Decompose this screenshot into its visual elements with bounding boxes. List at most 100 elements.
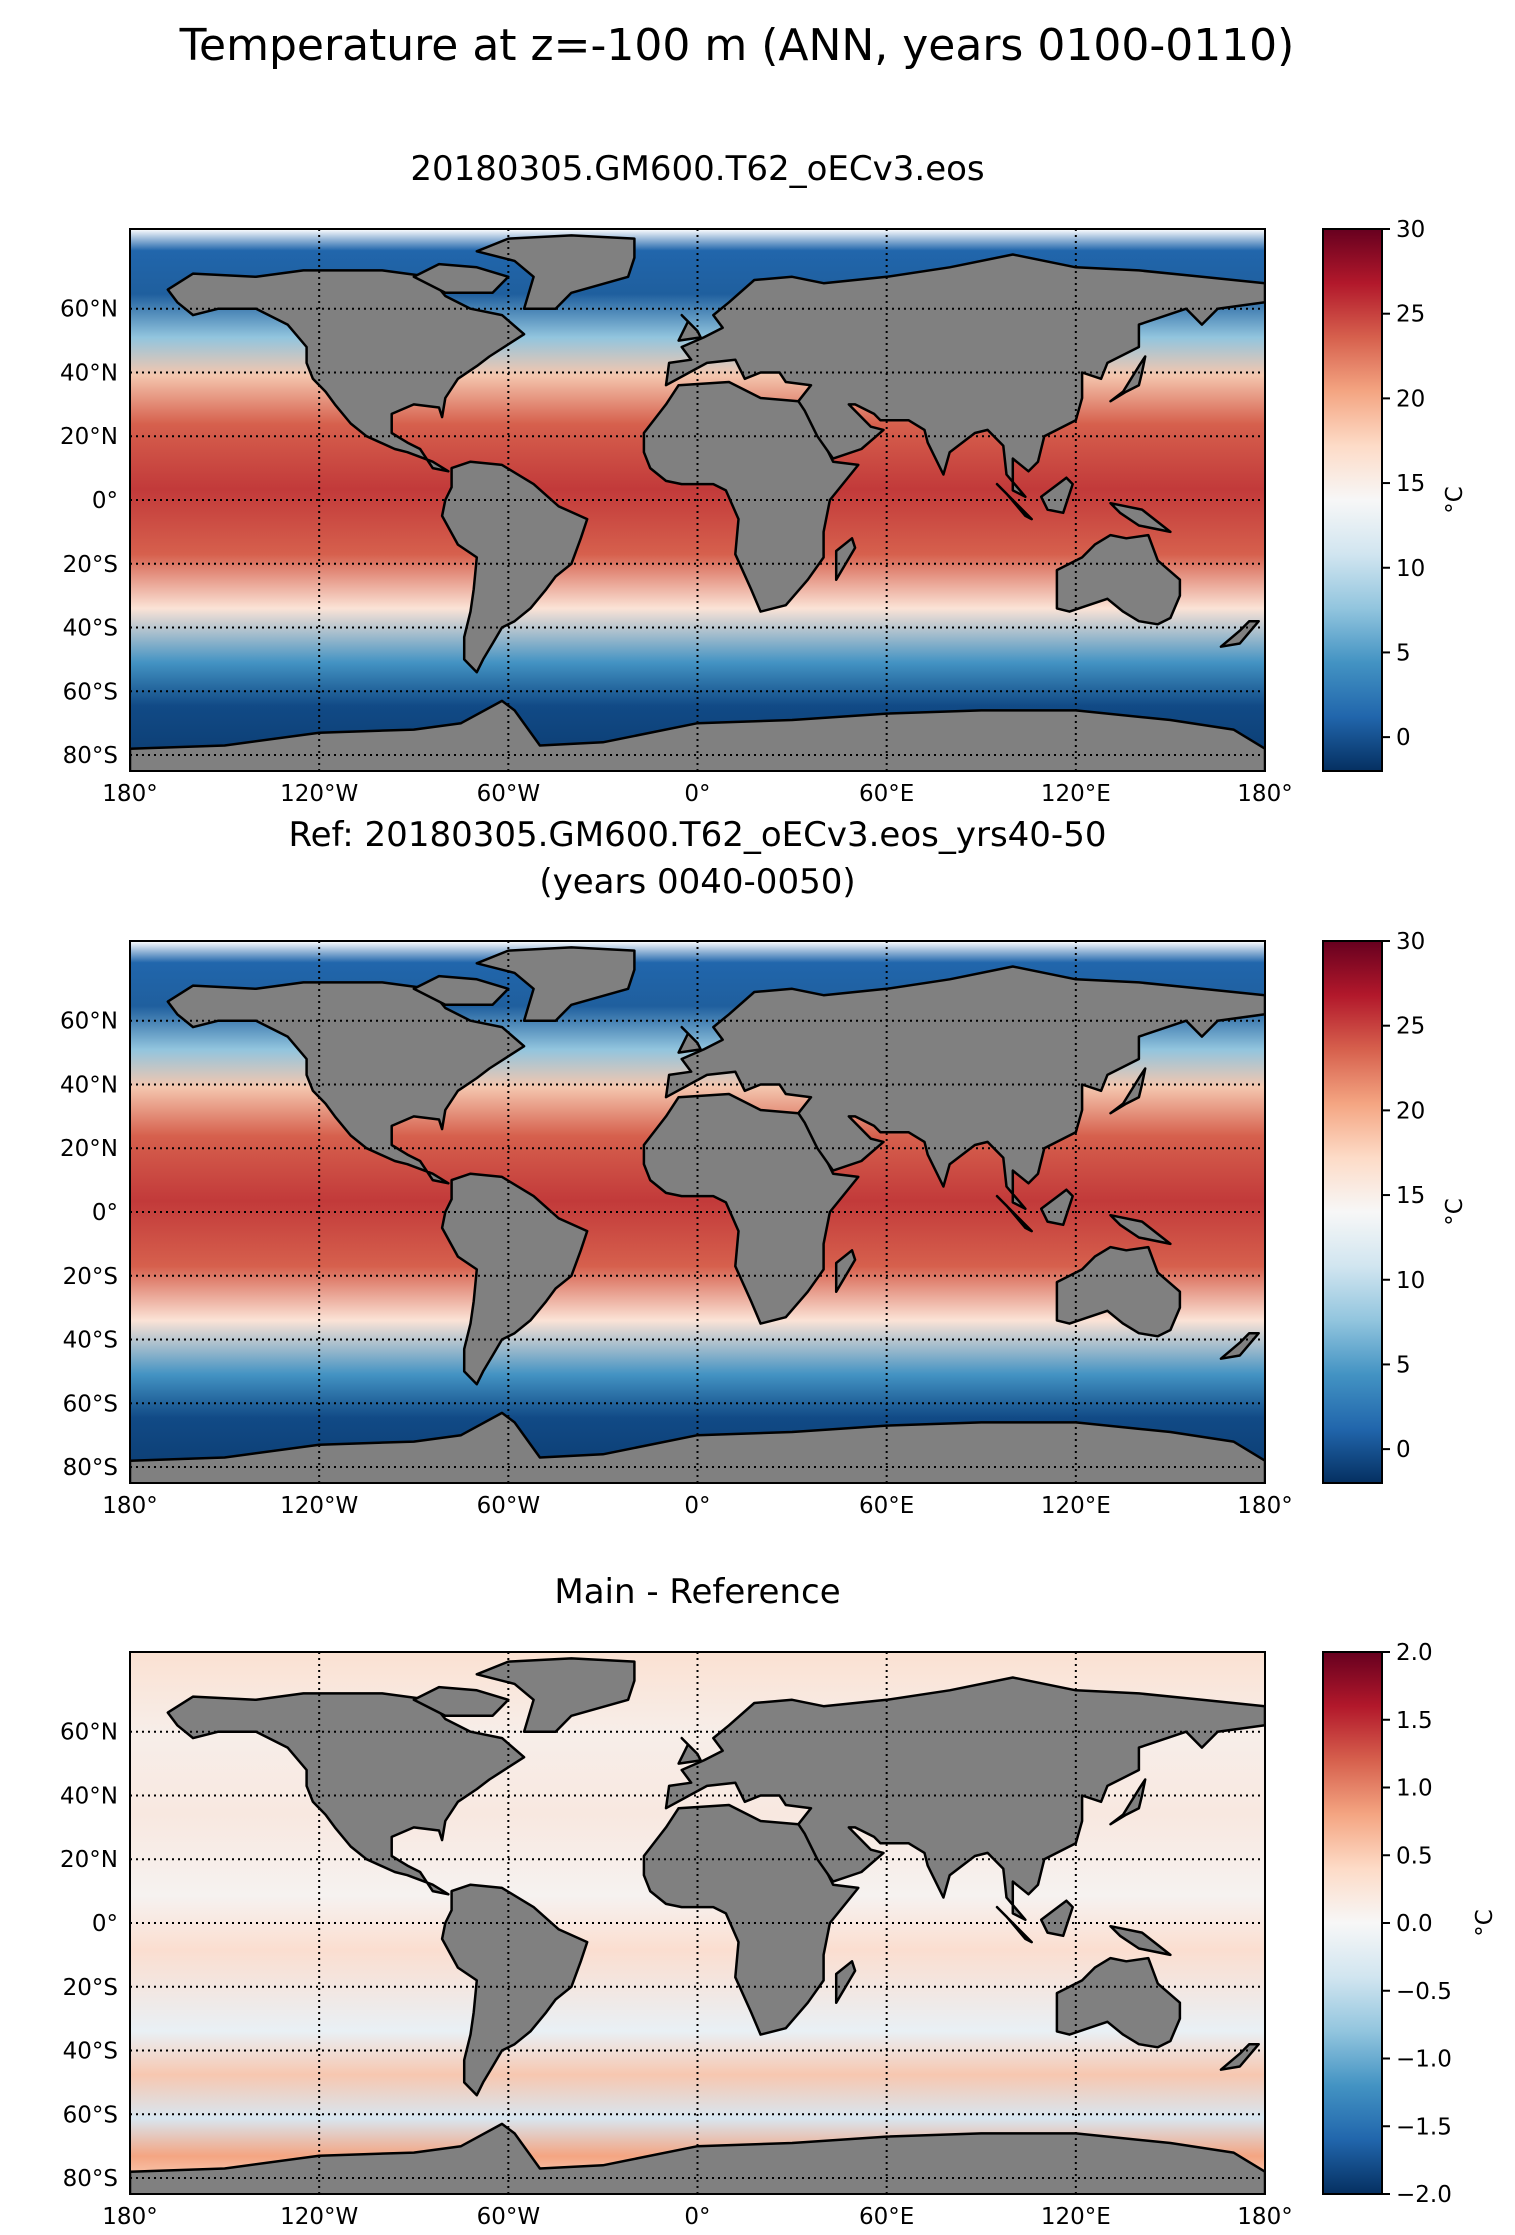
land-mass — [1055, 533, 1182, 626]
y-tick-label: 40°S — [63, 1328, 118, 1354]
land-mass — [1109, 1778, 1147, 1826]
land-mass — [1109, 355, 1147, 403]
land-mass — [1039, 476, 1074, 515]
y-tick-label: 20°S — [63, 552, 118, 578]
colorbar-tick-label: 0 — [1396, 725, 1411, 751]
land-mass — [130, 1411, 1265, 1483]
panel-title: Main - Reference — [554, 1572, 840, 1612]
y-tick-label: 80°S — [63, 2166, 118, 2192]
land-mass — [130, 2122, 1265, 2194]
colorbar-tick-label: 0.0 — [1396, 1911, 1433, 1937]
land-mass — [1219, 2042, 1260, 2071]
colorbar-tick-label: −1.5 — [1396, 2114, 1452, 2140]
map-frame — [129, 1651, 1266, 2195]
x-tick-label: 60°W — [477, 781, 541, 807]
map-area — [130, 229, 1265, 771]
land-mass — [1039, 1899, 1074, 1938]
x-tick-label: 60°E — [859, 781, 914, 807]
x-tick-label: 120°E — [1041, 2204, 1111, 2230]
land-mass — [834, 537, 857, 581]
land-mass — [1109, 1213, 1172, 1246]
land-mass — [1109, 501, 1172, 534]
figure-title: Temperature at z=-100 m (ANN, years 0100… — [179, 20, 1295, 71]
y-tick-label: 40°S — [63, 616, 118, 642]
colorbar-tick-label: 30 — [1396, 217, 1425, 243]
colorbar-tick-label: 0.5 — [1396, 1843, 1433, 1869]
colorbar-tick-label: −2.0 — [1396, 2182, 1452, 2208]
colorbar-tick-label: −1.0 — [1396, 2047, 1452, 2073]
land-mass — [664, 1676, 1265, 1922]
y-tick-label: 40°N — [60, 1072, 118, 1098]
y-tick-label: 60°N — [60, 1720, 118, 1746]
x-tick-label: 60°E — [859, 2204, 914, 2230]
colorbar-label: °C — [1442, 486, 1468, 514]
x-tick-label: 60°W — [477, 1493, 541, 1519]
land-mass — [834, 1249, 857, 1293]
land-mass — [995, 1905, 1033, 1944]
land-mass — [440, 1883, 589, 2097]
x-tick-label: 120°W — [280, 1493, 358, 1519]
x-tick-label: 120°W — [280, 781, 358, 807]
x-tick-label: 180° — [102, 781, 157, 807]
land-mass — [1109, 1924, 1172, 1957]
y-tick-label: 20°N — [60, 1136, 118, 1162]
y-tick-label: 80°S — [63, 743, 118, 769]
colorbar-tick-label: 20 — [1396, 386, 1425, 412]
land-mass — [130, 699, 1265, 771]
colorbar-tick-label: −0.5 — [1396, 1979, 1452, 2005]
land-mass — [664, 965, 1265, 1211]
y-tick-label: 20°N — [60, 1847, 118, 1873]
land-mass — [1055, 1245, 1182, 1338]
colorbar-tick-label: 1.5 — [1396, 1708, 1433, 1734]
x-tick-label: 180° — [102, 2204, 157, 2230]
land-mass — [1055, 1956, 1182, 2049]
x-tick-label: 60°E — [859, 1493, 914, 1519]
y-tick-label: 20°S — [63, 1264, 118, 1290]
land-mass — [440, 460, 589, 674]
y-tick-label: 40°S — [63, 2039, 118, 2065]
land-mass — [166, 1692, 526, 1896]
x-tick-label: 0° — [684, 2204, 710, 2230]
y-tick-label: 20°N — [60, 424, 118, 450]
x-tick-label: 120°E — [1041, 781, 1111, 807]
colorbar-tick-label: 30 — [1396, 929, 1425, 955]
panel-1: 20180305.GM600.T62_oECv3.eos 180° 120°W 60°… — [60, 149, 1468, 807]
y-tick-label: 0° — [92, 488, 118, 514]
y-tick-label: 60°S — [63, 2102, 118, 2128]
land-mass — [166, 981, 526, 1185]
y-tick-label: 60°S — [63, 1391, 118, 1417]
colorbar-tick-label: 10 — [1396, 556, 1425, 582]
land-mass — [475, 1657, 636, 1733]
colorbar-label: °C — [1472, 1909, 1498, 1937]
land-mass — [412, 974, 510, 1007]
land-mass — [475, 946, 636, 1022]
y-tick-label: 0° — [92, 1200, 118, 1226]
map-area — [130, 1652, 1265, 2194]
y-tick-label: 60°N — [60, 1009, 118, 1035]
x-tick-label: 180° — [102, 1493, 157, 1519]
land-mass — [1109, 1067, 1147, 1115]
y-tick-label: 60°N — [60, 297, 118, 323]
x-tick-label: 0° — [684, 1493, 710, 1519]
land-mass — [995, 1194, 1033, 1233]
colorbar-tick-label: 5 — [1396, 1352, 1411, 1378]
y-tick-label: 80°S — [63, 1455, 118, 1481]
colorbar-tick-label: 25 — [1396, 302, 1425, 328]
land-mass — [475, 234, 636, 310]
land-mass — [1039, 1188, 1074, 1227]
y-tick-label: 0° — [92, 1911, 118, 1937]
panel-2: Ref: 20180305.GM600.T62_oECv3.eos_yrs40-… — [60, 815, 1468, 1519]
colorbar-tick-label: 10 — [1396, 1268, 1425, 1294]
colorbar — [1322, 228, 1383, 772]
x-tick-label: 180° — [1237, 781, 1292, 807]
colorbar-tick-label: 2.0 — [1396, 1640, 1433, 1666]
land-mass — [1219, 619, 1260, 648]
map-frame — [129, 940, 1266, 1484]
panel-title: Ref: 20180305.GM600.T62_oECv3.eos_yrs40-… — [289, 815, 1107, 855]
panel-title: (years 0040-0050) — [539, 862, 855, 902]
y-tick-label: 60°S — [63, 679, 118, 705]
x-tick-label: 180° — [1237, 1493, 1292, 1519]
panel-title: 20180305.GM600.T62_oECv3.eos — [410, 149, 984, 189]
colorbar-label: °C — [1442, 1198, 1468, 1226]
